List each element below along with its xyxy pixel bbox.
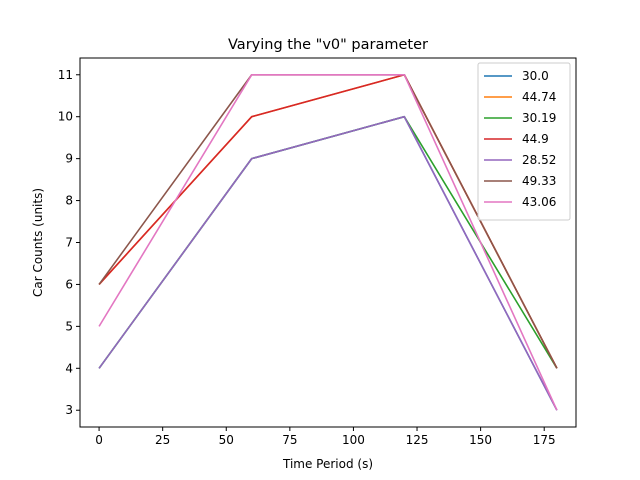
y-tick-label: 10 [58,110,73,124]
legend-label: 49.33 [522,174,556,188]
x-tick-label: 50 [219,433,234,447]
y-tick-label: 8 [65,194,73,208]
x-axis-label: Time Period (s) [282,457,373,471]
y-axis-label: Car Counts (units) [31,188,45,297]
y-tick-label: 6 [65,277,73,291]
chart-title: Varying the "v0" parameter [228,37,428,53]
x-tick-label: 25 [155,433,170,447]
x-tick-label: 125 [406,433,429,447]
y-tick-label: 11 [58,68,73,82]
series-line [98,73,558,411]
x-tick-label: 175 [533,433,556,447]
x-tick-label: 0 [95,433,103,447]
legend-label: 30.0 [522,69,549,83]
series-line [98,115,558,411]
legend: 30.0 44.74 30.19 44.9 28.52 49.33 43.06 [477,62,571,221]
y-tick-label: 4 [65,361,73,375]
y-tick-label: 9 [65,152,73,166]
legend-label: 44.9 [522,132,549,146]
x-tick-label: 100 [342,433,365,447]
y-tick-label: 5 [65,319,73,333]
legend-label: 28.52 [522,153,556,167]
x-tick-label: 75 [282,433,297,447]
x-axis-ticks: 0 25 50 75 100 125 150 175 [95,427,556,447]
y-tick-label: 7 [65,236,73,250]
y-tick-label: 3 [65,403,73,417]
legend-label: 43.06 [522,195,556,209]
series-lines [98,73,558,411]
legend-label: 44.74 [522,90,556,104]
legend-label: 30.19 [522,111,556,125]
y-axis-ticks: 3 4 5 6 7 8 9 10 11 [58,68,80,417]
x-tick-label: 150 [469,433,492,447]
